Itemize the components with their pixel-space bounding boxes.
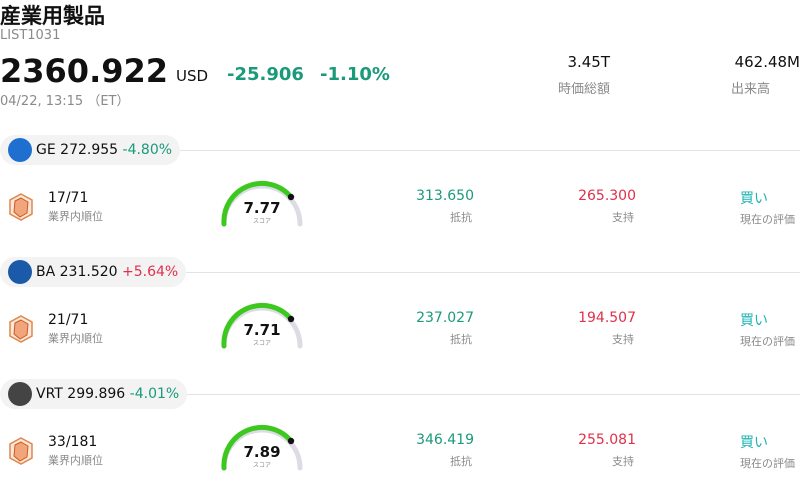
resistance-label: 抵抗 (450, 333, 472, 346)
change-pct: -1.10% (320, 64, 390, 85)
rank: 33/181 (48, 434, 98, 450)
support-label: 支持 (612, 455, 634, 468)
support: 265.300 (578, 188, 636, 204)
rank-icon (8, 436, 34, 466)
stat-value: 462.48M (734, 53, 800, 71)
gauge (221, 181, 303, 227)
price: 2360.922 (0, 52, 169, 90)
stock-price: 231.520 (59, 264, 118, 280)
score-gauge (215, 178, 310, 230)
rating-label: 現在の評価 (740, 213, 795, 226)
stock-ticker: BA (36, 264, 56, 280)
rating: 買い (740, 435, 768, 451)
stat-label: 時価総額 (557, 82, 610, 97)
stock-change: +5.64% (122, 264, 179, 280)
resistance-label: 抵抗 (450, 455, 472, 468)
score: 7.89 (243, 443, 281, 461)
currency: USD (176, 67, 209, 85)
stock-ticker: VRT (36, 386, 63, 402)
support: 255.081 (578, 432, 636, 448)
rank-hexagon (9, 193, 33, 221)
stock-logo (8, 138, 32, 162)
score: 7.77 (243, 199, 281, 217)
stock-pill[interactable]: GE 272.955 -4.80% (0, 135, 181, 165)
resistance-label: 抵抗 (450, 211, 472, 224)
support: 194.507 (578, 310, 636, 326)
rank-hexagon (9, 437, 33, 465)
rank-icon (8, 192, 34, 222)
stock-logo (8, 260, 32, 284)
score-label: スコア (252, 340, 272, 347)
divider (180, 272, 800, 273)
change: -25.906 (227, 64, 304, 85)
stock-ticker: GE (36, 142, 56, 158)
rank: 21/71 (48, 312, 89, 328)
code: LIST1031 (0, 28, 61, 43)
resistance: 237.027 (416, 310, 474, 326)
rating: 買い (740, 191, 768, 207)
divider (180, 150, 800, 151)
score: 7.71 (243, 321, 281, 339)
rank-icon (8, 314, 34, 344)
gauge (221, 425, 303, 471)
stat-value: 3.45T (567, 53, 610, 71)
stock-pill[interactable]: BA 231.520 +5.64% (0, 257, 187, 287)
stock-logo (8, 382, 32, 406)
score-gauge (215, 300, 310, 352)
rating-label: 現在の評価 (740, 335, 795, 348)
stock-change: -4.01% (129, 386, 180, 402)
support-label: 支持 (612, 333, 634, 346)
rating: 買い (740, 313, 768, 329)
stock-pill[interactable]: VRT 299.896 -4.01% (0, 379, 188, 409)
rank: 17/71 (48, 190, 89, 206)
stat-label: 出来高 (731, 82, 771, 97)
rating-label: 現在の評価 (740, 457, 795, 470)
timestamp: 04/22, 13:15 （ET） (0, 94, 130, 109)
rank-hexagon (9, 315, 33, 343)
rank-label: 業界内順位 (48, 210, 103, 223)
score-label: スコア (252, 218, 272, 225)
stock-price: 272.955 (60, 142, 119, 158)
rank-label: 業界内順位 (48, 332, 103, 345)
stock-change: -4.80% (122, 142, 173, 158)
score-gauge (215, 422, 310, 474)
resistance: 313.650 (416, 188, 474, 204)
stock-price: 299.896 (67, 386, 126, 402)
resistance: 346.419 (416, 432, 474, 448)
rank-label: 業界内順位 (48, 454, 103, 467)
gauge (221, 303, 303, 349)
divider (180, 394, 800, 395)
score-label: スコア (252, 462, 272, 469)
title: 産業用製品 (0, 4, 105, 28)
support-label: 支持 (612, 211, 634, 224)
